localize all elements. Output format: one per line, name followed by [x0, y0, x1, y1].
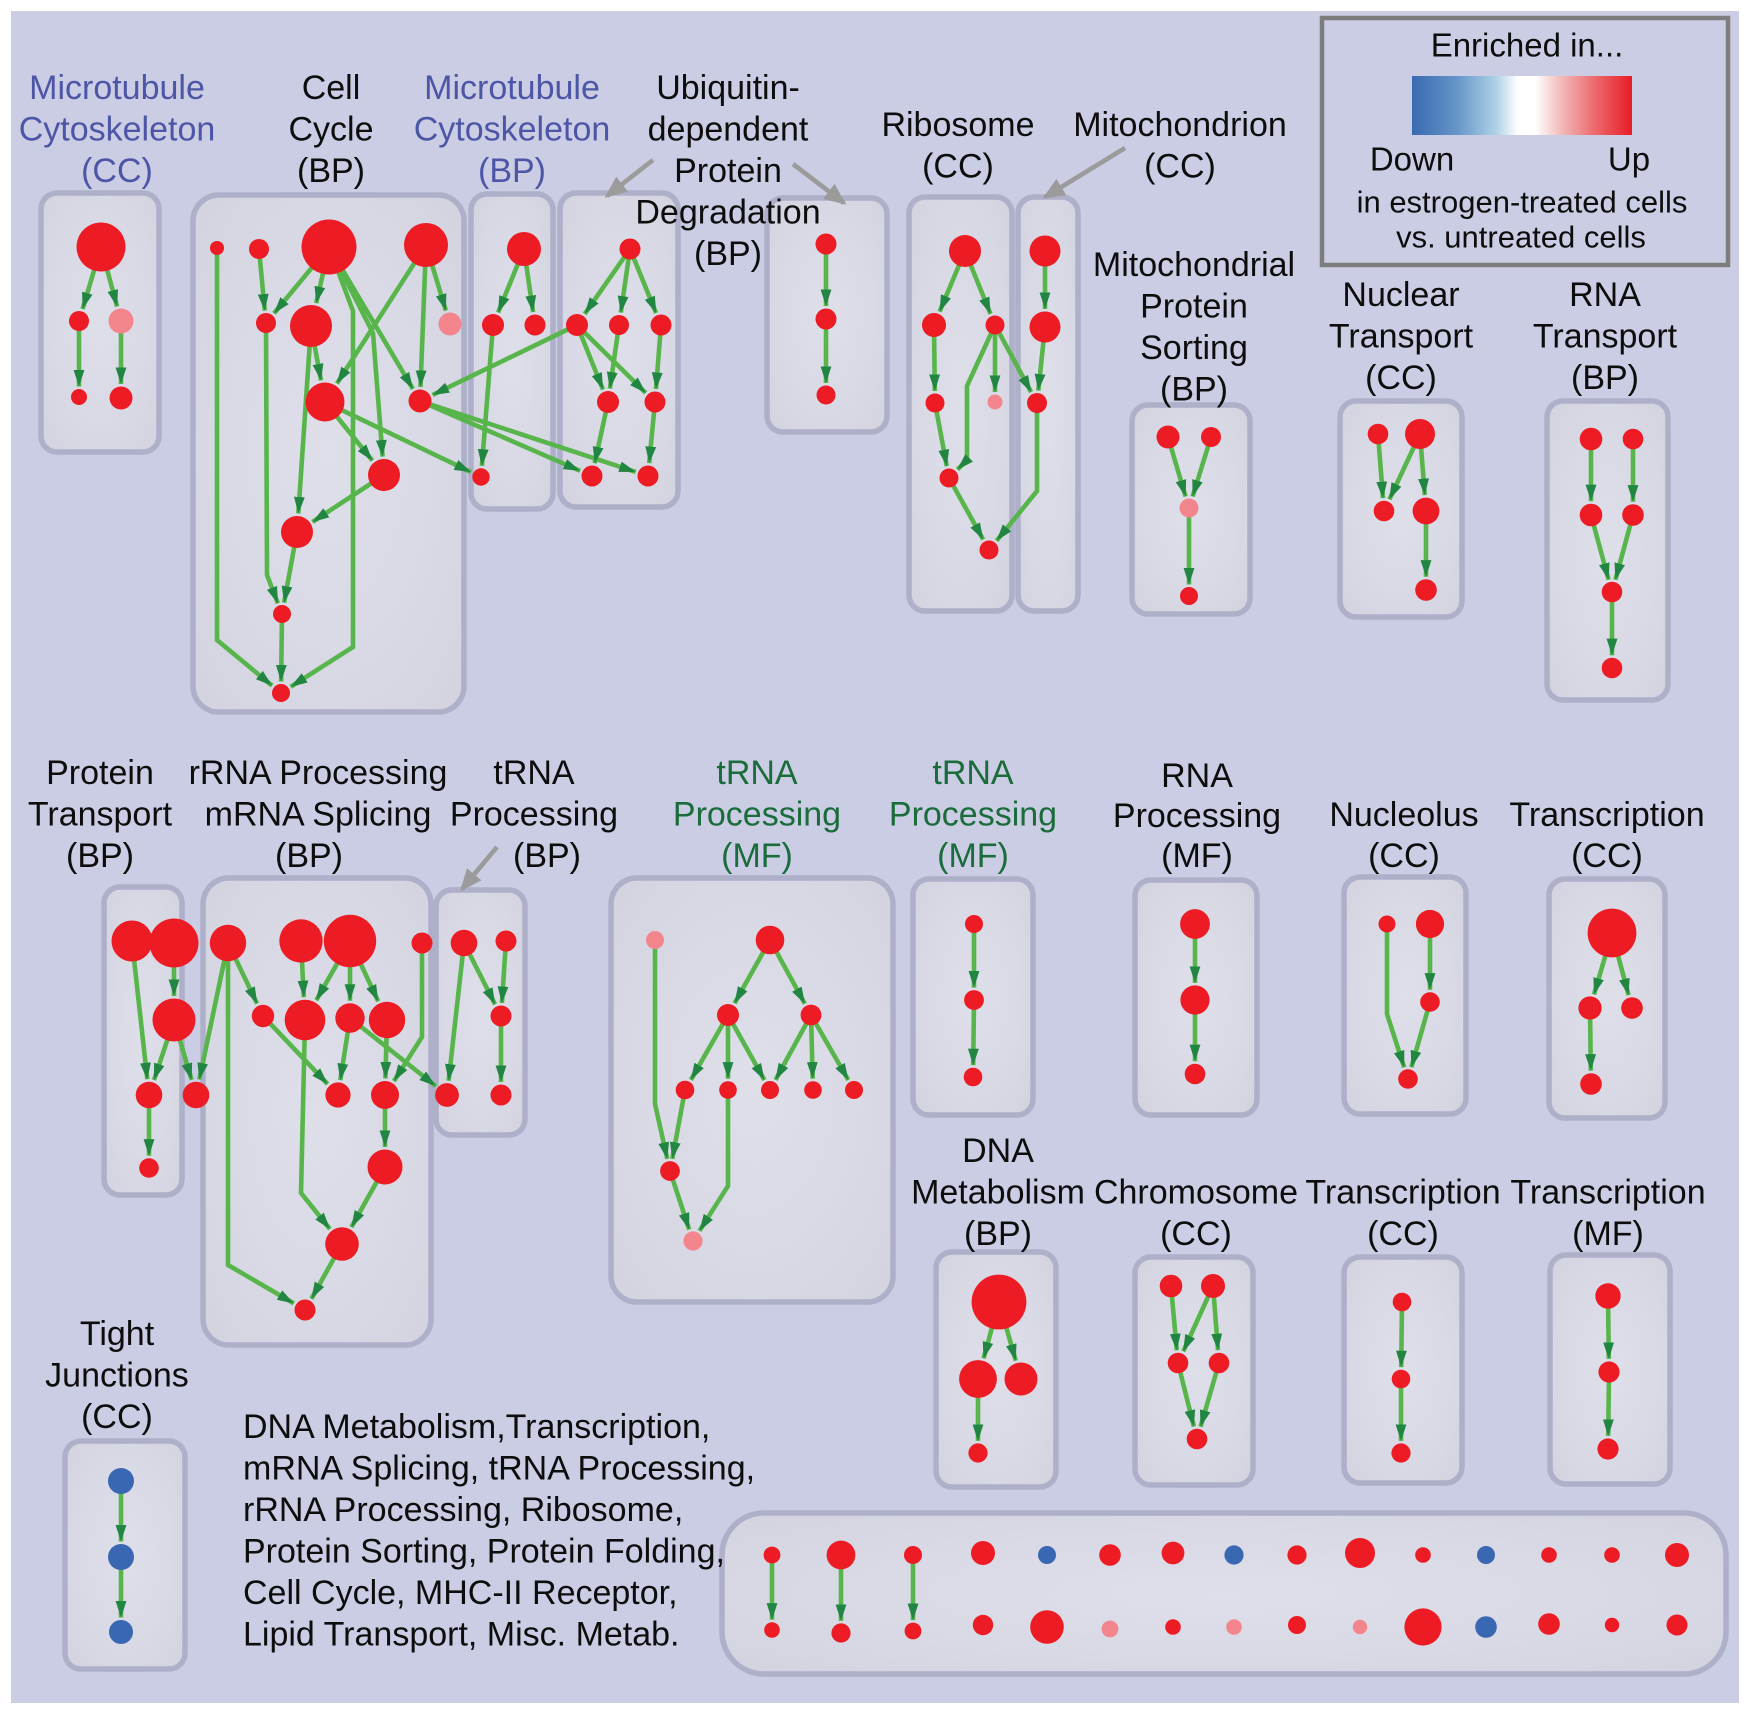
svg-text:(BP): (BP) — [297, 152, 365, 190]
svg-text:(CC): (CC) — [1144, 148, 1216, 186]
svg-text:rRNA Processing, Ribosome,: rRNA Processing, Ribosome, — [243, 1491, 683, 1529]
svg-text:Cycle: Cycle — [288, 111, 373, 149]
svg-text:(BP): (BP) — [275, 837, 343, 875]
svg-text:dependent: dependent — [648, 111, 809, 149]
svg-text:Transport: Transport — [1533, 318, 1678, 356]
svg-text:DNA: DNA — [962, 1132, 1034, 1170]
svg-text:Mitochondrion: Mitochondrion — [1073, 106, 1287, 144]
svg-text:Tight: Tight — [80, 1315, 155, 1353]
svg-text:RNA: RNA — [1161, 757, 1233, 795]
svg-text:Down: Down — [1370, 141, 1454, 178]
svg-text:Cytoskeleton: Cytoskeleton — [19, 111, 216, 149]
svg-text:in estrogen-treated cells: in estrogen-treated cells — [1357, 185, 1688, 220]
svg-text:Microtubule: Microtubule — [424, 69, 600, 107]
svg-text:Mitochondrial: Mitochondrial — [1093, 246, 1295, 284]
svg-text:Sorting: Sorting — [1140, 329, 1248, 367]
svg-text:Lipid Transport, Misc. Metab.: Lipid Transport, Misc. Metab. — [243, 1616, 680, 1654]
svg-text:Protein: Protein — [46, 754, 154, 792]
svg-text:Transport: Transport — [1329, 318, 1474, 356]
svg-text:(CC): (CC) — [1367, 1215, 1439, 1253]
svg-text:Processing: Processing — [1113, 797, 1281, 835]
svg-text:Transcription: Transcription — [1510, 1174, 1705, 1212]
svg-text:tRNA: tRNA — [716, 754, 798, 792]
svg-text:Chromosome: Chromosome — [1094, 1174, 1298, 1212]
svg-text:(BP): (BP) — [964, 1215, 1032, 1253]
svg-text:Transcription: Transcription — [1509, 796, 1704, 834]
svg-text:Enriched in...: Enriched in... — [1431, 27, 1624, 64]
svg-text:(MF): (MF) — [1161, 837, 1233, 875]
svg-text:Protein: Protein — [1140, 288, 1248, 326]
svg-text:Up: Up — [1608, 141, 1650, 178]
svg-text:(CC): (CC) — [1368, 837, 1440, 875]
svg-text:tRNA: tRNA — [932, 754, 1014, 792]
svg-text:Microtubule: Microtubule — [29, 69, 205, 107]
svg-text:Degradation: Degradation — [635, 194, 820, 232]
svg-text:(MF): (MF) — [937, 837, 1009, 875]
svg-text:(CC): (CC) — [1571, 837, 1643, 875]
svg-text:mRNA Splicing, tRNA Processing: mRNA Splicing, tRNA Processing, — [243, 1450, 755, 1488]
svg-text:(BP): (BP) — [1571, 359, 1639, 397]
svg-text:Metabolism: Metabolism — [911, 1174, 1085, 1212]
svg-text:tRNA: tRNA — [493, 754, 575, 792]
svg-text:Transcription: Transcription — [1305, 1174, 1500, 1212]
svg-text:(BP): (BP) — [66, 837, 134, 875]
svg-text:(BP): (BP) — [478, 152, 546, 190]
svg-text:Processing: Processing — [450, 796, 618, 834]
svg-text:DNA Metabolism,Transcription,: DNA Metabolism,Transcription, — [243, 1408, 710, 1446]
svg-text:(BP): (BP) — [513, 837, 581, 875]
svg-text:Processing: Processing — [673, 796, 841, 834]
svg-text:(MF): (MF) — [721, 837, 793, 875]
svg-text:rRNA Processing: rRNA Processing — [189, 754, 448, 792]
svg-text:Protein Sorting, Protein Foldi: Protein Sorting, Protein Folding, — [243, 1533, 725, 1571]
svg-text:Nuclear: Nuclear — [1342, 276, 1459, 314]
svg-text:Nucleolus: Nucleolus — [1329, 796, 1478, 834]
svg-text:Ribosome: Ribosome — [881, 106, 1034, 144]
svg-text:Ubiquitin-: Ubiquitin- — [656, 69, 800, 107]
svg-text:(CC): (CC) — [1365, 359, 1437, 397]
svg-text:Protein: Protein — [674, 152, 782, 190]
svg-text:Cell Cycle, MHC-II Receptor,: Cell Cycle, MHC-II Receptor, — [243, 1574, 678, 1612]
svg-text:(CC): (CC) — [81, 152, 153, 190]
svg-text:Cell: Cell — [302, 69, 361, 107]
svg-text:Processing: Processing — [889, 796, 1057, 834]
svg-text:(BP): (BP) — [694, 235, 762, 273]
svg-text:(MF): (MF) — [1572, 1215, 1644, 1253]
svg-text:(CC): (CC) — [922, 148, 994, 186]
svg-text:RNA: RNA — [1569, 276, 1641, 314]
svg-text:mRNA Splicing: mRNA Splicing — [205, 796, 432, 834]
svg-text:Cytoskeleton: Cytoskeleton — [414, 111, 611, 149]
svg-text:Transport: Transport — [28, 796, 173, 834]
svg-text:(CC): (CC) — [81, 1398, 153, 1436]
svg-text:(CC): (CC) — [1160, 1215, 1232, 1253]
svg-text:(BP): (BP) — [1160, 371, 1228, 409]
svg-text:Junctions: Junctions — [45, 1357, 189, 1395]
svg-text:vs. untreated cells: vs. untreated cells — [1396, 220, 1646, 255]
